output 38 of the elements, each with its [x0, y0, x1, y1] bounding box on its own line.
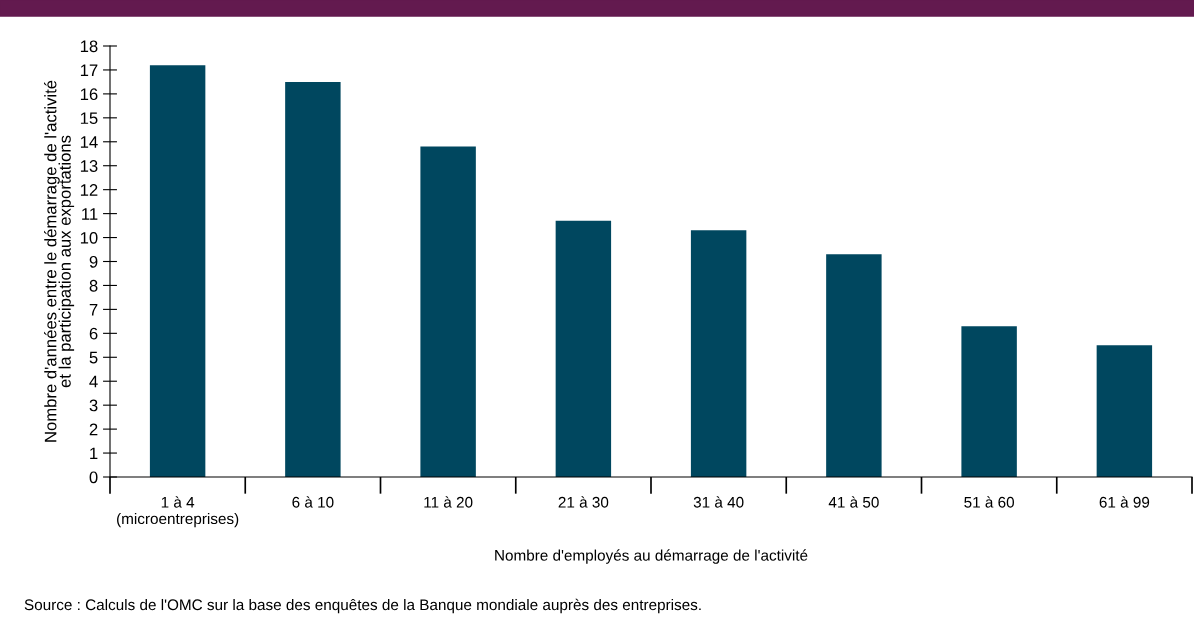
x-tick-label: 31 à 40	[693, 496, 744, 508]
y-tick-label: 5	[89, 351, 98, 364]
x-tick-label: 51 à 60	[964, 496, 1015, 508]
y-tick-label: 16	[80, 88, 98, 101]
y-tick-label: 18	[80, 40, 98, 53]
bar	[285, 81, 341, 477]
x-tick-label: 1 à 4 (microentreprises)	[117, 496, 239, 528]
y-tick-label: 0	[89, 471, 98, 484]
bar	[961, 326, 1017, 477]
y-tick-label: 4	[89, 375, 98, 388]
y-tick-label: 9	[89, 255, 98, 268]
y-tick-label: 13	[80, 160, 98, 172]
y-tick-label: 17	[80, 64, 98, 76]
x-tick-label: 41 à 50	[828, 496, 879, 508]
bar	[690, 230, 747, 477]
y-tick-label: 1	[90, 447, 98, 460]
x-tick-label: 61 à 99	[1099, 496, 1150, 508]
y-tick-label: 6	[89, 327, 98, 340]
y-tick-label: 8	[89, 279, 98, 292]
y-tick-label: 14	[80, 136, 98, 148]
x-axis-title: Nombre d'employés au démarrage de l'activité	[495, 549, 808, 564]
bar	[420, 146, 476, 477]
x-tick-label: 11 à 20	[424, 496, 473, 508]
bar	[1096, 345, 1153, 477]
bar	[826, 254, 882, 477]
x-tick-label: 6 à 10	[292, 496, 334, 508]
y-tick-label: 10	[80, 231, 98, 244]
y-tick-label: 12	[80, 184, 98, 196]
x-tick-label: 21 à 30	[558, 496, 609, 508]
y-axis-title: Nombre d'années entre le démarrage de l'activité et la participation aux exportations	[44, 80, 75, 442]
y-tick-label: 11	[82, 208, 98, 220]
y-tick-label: 15	[80, 112, 98, 125]
y-tick-label: 2	[89, 423, 98, 436]
y-tick-label: 7	[89, 303, 98, 316]
y-tick-label: 3	[89, 399, 98, 412]
source-note: Source : Calculs de l'OMC sur la base des enquêtes de la Banque mondiale auprès des entreprises.	[24, 598, 701, 614]
bar	[555, 220, 612, 477]
bar	[149, 65, 206, 477]
